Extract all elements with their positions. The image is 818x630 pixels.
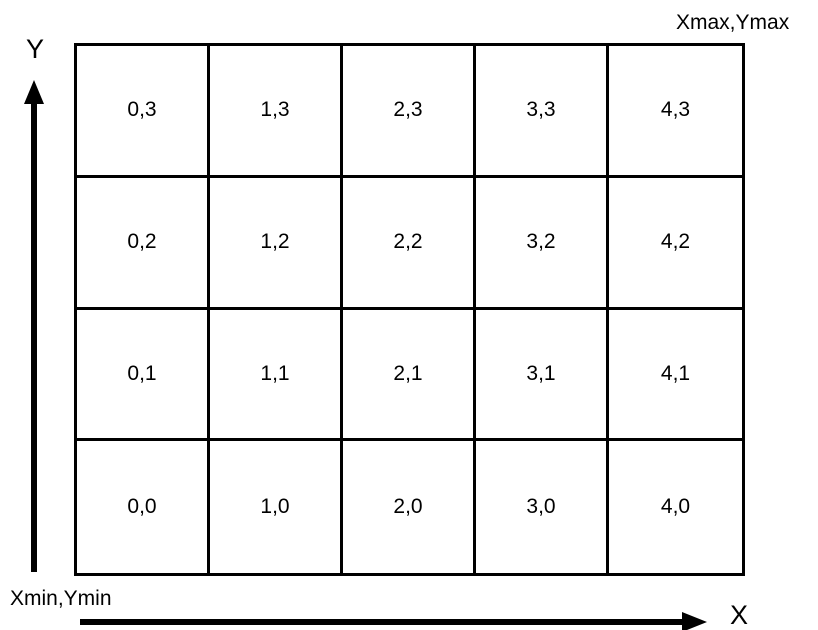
grid-cell: 0,1 <box>77 309 210 442</box>
grid-cell: 4,3 <box>609 46 742 178</box>
x-axis-label: X <box>730 600 749 630</box>
y-axis-label: Y <box>26 34 45 64</box>
grid-cell: 2,3 <box>343 46 476 178</box>
grid-cell: 4,1 <box>609 310 742 442</box>
grid-cell: 3,1 <box>476 309 609 442</box>
x-axis-arrowhead <box>682 612 707 630</box>
grid-cell: 3,2 <box>476 177 609 310</box>
grid-cell: 3,0 <box>476 441 609 573</box>
grid-cell: 1,3 <box>210 46 343 178</box>
grid-cell: 0,2 <box>77 177 210 310</box>
corner-label-min: Xmin,Ymin <box>10 587 112 610</box>
cell-grid: 0,3 1,3 2,3 3,3 4,3 0,2 1,2 2,2 3,2 4,2 … <box>74 43 745 576</box>
y-axis-arrowhead <box>24 80 44 104</box>
grid-cell: 0,3 <box>77 46 210 178</box>
grid-cell: 2,2 <box>343 177 476 310</box>
grid-cell: 2,0 <box>343 441 476 573</box>
grid-cell: 3,3 <box>476 46 609 178</box>
corner-label-max: Xmax,Ymax <box>676 11 790 34</box>
grid-cell: 0,0 <box>77 441 210 573</box>
grid-cell: 1,0 <box>210 441 343 573</box>
grid-cell: 4,0 <box>660 495 691 519</box>
grid-cell: 1,1 <box>210 309 343 442</box>
grid-cell: 4,2 <box>609 178 742 310</box>
grid-cell: 2,1 <box>343 309 476 442</box>
grid-cell: 1,2 <box>210 177 343 310</box>
